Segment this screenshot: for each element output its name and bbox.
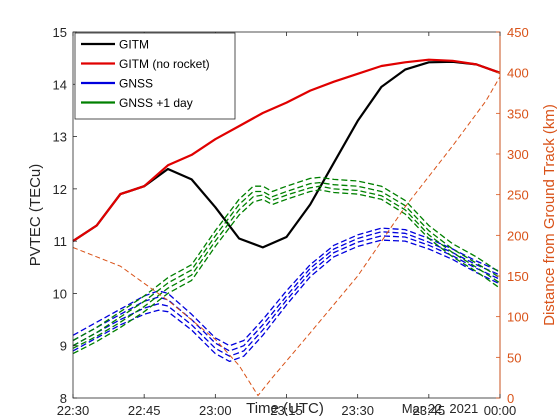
x-tick-label: 22:30 bbox=[57, 403, 90, 418]
series-line-gitm-no-rocket bbox=[72, 58, 501, 243]
y-axis-label-right: Distance from Ground Track (km) bbox=[541, 104, 558, 326]
series-line-gnss-1-day-1 bbox=[72, 176, 501, 342]
x-axis-label: Time (UTC) bbox=[246, 400, 324, 417]
legend: GITM GITM (no rocket) GNSS GNSS +1 day bbox=[74, 32, 236, 120]
x-tick-label: 23:30 bbox=[341, 403, 374, 418]
x-tick-label: 23:15 bbox=[270, 403, 303, 418]
y-right-tick-label: 400 bbox=[507, 66, 529, 81]
legend-label-gitm-no-rocket: GITM (no rocket) bbox=[119, 57, 210, 71]
legend-box bbox=[74, 32, 236, 120]
y-right-tick-label: 450 bbox=[507, 25, 529, 40]
y-right-tick-label: 350 bbox=[507, 106, 529, 121]
y-right-tick-label: 200 bbox=[507, 228, 529, 243]
series-line-gnss-1-day-4 bbox=[72, 189, 501, 355]
legend-label-gitm: GITM bbox=[119, 38, 149, 52]
series-line-gnss-1-day-2 bbox=[72, 181, 501, 347]
series-line-gnss-3 bbox=[72, 235, 501, 357]
legend-label-gnss: GNSS bbox=[119, 77, 153, 91]
axes-layer: 8910111213141505010015020025030035040045… bbox=[53, 25, 529, 418]
x-tick-label: 00:00 bbox=[484, 403, 517, 418]
x-tick-label: 23:00 bbox=[199, 403, 232, 418]
series-line-gnss-1 bbox=[72, 227, 501, 347]
series-line-gnss-4 bbox=[72, 239, 501, 363]
y-right-tick-label: 100 bbox=[507, 310, 529, 325]
series-layer bbox=[72, 58, 501, 397]
y-left-tick-label: 15 bbox=[53, 25, 67, 40]
y-right-tick-label: 50 bbox=[507, 350, 521, 365]
y-axis-label-left: PVTEC (TECu) bbox=[27, 164, 44, 267]
y-right-tick-label: 300 bbox=[507, 147, 529, 162]
series-line-gnss-2 bbox=[72, 231, 501, 352]
series-line-gnss-1-day-3 bbox=[72, 185, 501, 349]
y-right-tick-label: 150 bbox=[507, 269, 529, 284]
y-left-tick-label: 11 bbox=[54, 234, 68, 249]
y-right-tick-label: 0 bbox=[507, 391, 514, 406]
y-left-tick-label: 12 bbox=[53, 182, 67, 197]
y-left-tick-label: 10 bbox=[53, 286, 67, 301]
y-right-tick-label: 250 bbox=[507, 188, 529, 203]
x-tick-label: 23:45 bbox=[413, 403, 446, 418]
date-label: Mar 22, 2021 bbox=[402, 401, 479, 416]
y-left-tick-label: 8 bbox=[60, 391, 67, 406]
y-left-tick-label: 13 bbox=[53, 130, 67, 145]
y-left-tick-label: 14 bbox=[53, 77, 67, 92]
y-left-tick-label: 9 bbox=[60, 339, 67, 354]
legend-label-gnss-1-day: GNSS +1 day bbox=[119, 96, 193, 110]
series-line-distance bbox=[72, 76, 501, 397]
x-tick-label: 22:45 bbox=[128, 403, 161, 418]
